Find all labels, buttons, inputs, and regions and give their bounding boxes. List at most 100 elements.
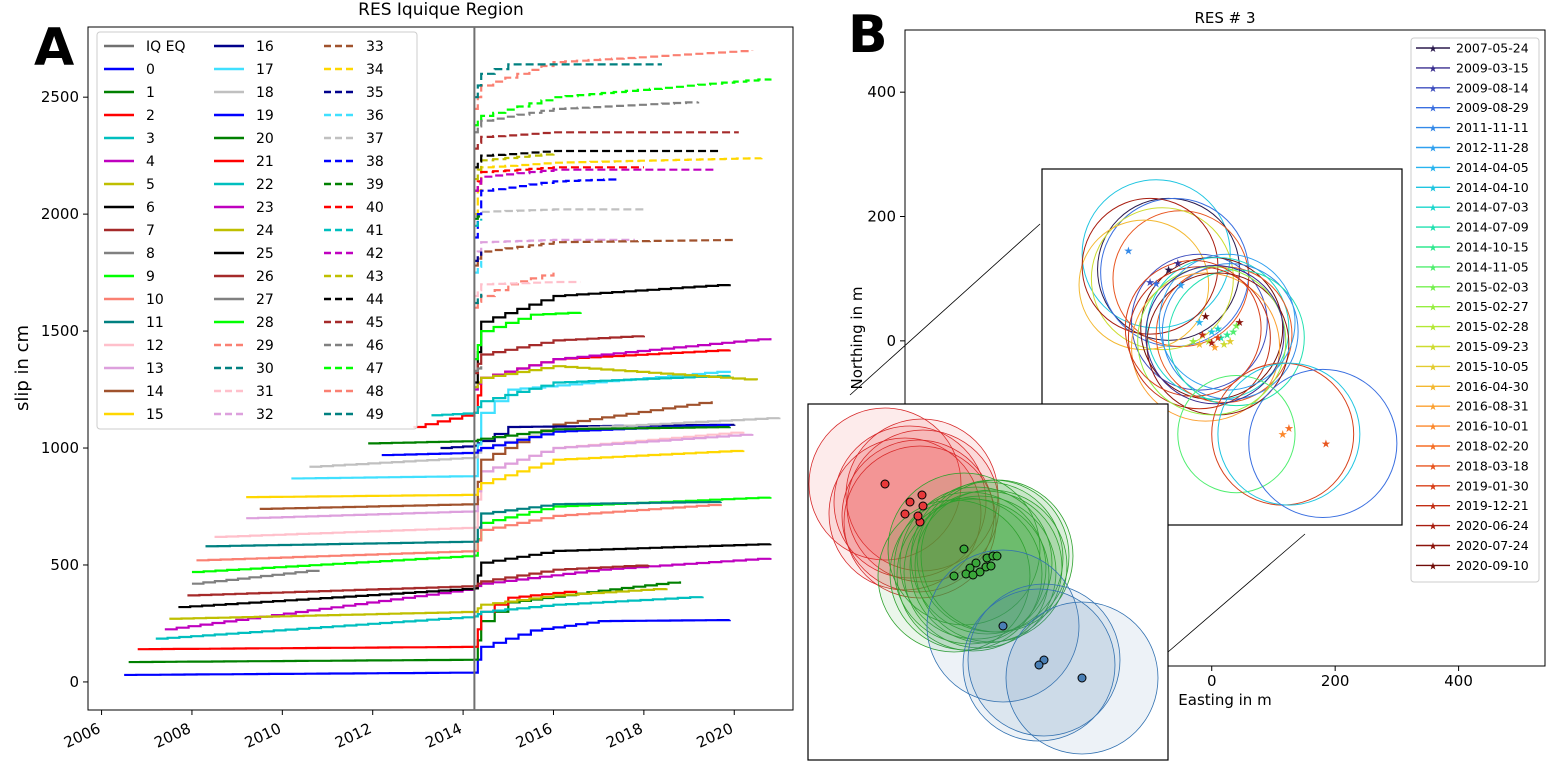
panel-a-legend: IQ EQ01234567891011121314151617181920212… [96,31,418,430]
legend-star: ★ [1429,64,1438,75]
series-27-line [474,366,483,372]
series-14-line [259,401,713,510]
source-circle [1168,269,1305,407]
x-tick-label: 2012 [332,719,374,751]
legend-label: 40 [366,200,384,216]
legend-star: ★ [1429,44,1438,55]
legend-star: ★ [1429,323,1438,334]
series-32-line [474,238,635,263]
source-circle [1081,197,1219,335]
legend-label: 36 [366,108,384,124]
blue-hypocenter-dot [998,621,1008,631]
series-17-line [291,370,731,480]
legend-label: 34 [366,62,384,78]
series-33-line [474,238,736,267]
legend-label: 27 [256,292,274,308]
legend-label: 2015-02-28 [1456,319,1529,334]
series-8-line [191,569,320,585]
series-13-line [246,433,754,520]
series-0-line [124,619,731,677]
legend-label: 2014-04-10 [1456,180,1529,195]
legend-label: 39 [366,177,384,193]
legend-star: ★ [1429,482,1438,493]
legend-label: 16 [256,39,274,55]
legend-star: ★ [1429,203,1438,214]
y-tick-label: 1500 [41,322,79,340]
series-21-line [413,349,731,429]
source-circle [1137,266,1287,416]
series-45-line [474,131,739,150]
event-star: ★ [1222,329,1232,342]
legend-label: 8 [146,246,155,262]
event-star: ★ [1204,335,1214,348]
series-39-line [474,214,483,220]
series-49-line [474,63,662,99]
blue-hypocenter-dot [1034,660,1044,670]
legend-label: 5 [146,177,155,193]
legend-star: ★ [1429,462,1438,473]
cluster-inset [807,403,1169,761]
legend-label: 2016-04-30 [1456,379,1529,394]
panel-a-legend-entries: IQ EQ01234567891011121314151617181920212… [104,39,384,423]
panel-a-ylabel: slip in cm [12,325,33,411]
legend-label: 11 [146,315,164,331]
legend-label: 25 [256,246,274,262]
event-star: ★ [1151,278,1161,291]
panel-b-title: RES # 3 [1194,9,1255,27]
legend-label: 42 [366,246,384,262]
legend-label: 0 [146,62,155,78]
green-hypocenter-dot [971,558,981,568]
event-star: ★ [1176,279,1186,292]
legend-star: ★ [1429,183,1438,194]
series-46-line [474,101,700,134]
legend-star: ★ [1429,263,1438,274]
green-hypocenter-dot [959,544,969,554]
legend-label: 48 [366,384,384,400]
source-circle [1155,266,1293,404]
panel-b-letter: B [848,5,888,65]
series-30-line [474,293,483,305]
green-hypocenter-dot [986,561,996,571]
series-31-line [474,280,581,298]
legend-label: 31 [256,384,274,400]
y-tick-label: 0 [69,673,79,691]
connector-line-bottom [1167,533,1306,653]
series-34-line [474,157,763,216]
legend-label: 32 [256,407,274,423]
legend-label: 44 [366,292,384,308]
series-36-line [474,260,483,274]
legend-label: 1 [146,85,155,101]
legend-star: ★ [1429,542,1438,553]
legend-label: 2020-06-24 [1456,518,1529,533]
legend-label: 18 [256,85,274,101]
legend-label: 3 [146,131,155,147]
legend-label: 20 [256,131,274,147]
legend-label: 13 [146,361,164,377]
y-tick-label: 200 [867,208,896,226]
event-star: ★ [1173,257,1183,270]
legend-label: 2015-09-23 [1456,339,1529,354]
red-hypocenter-dot [900,509,910,519]
y-tick-label: 1000 [41,439,79,457]
legend-label: 2009-08-14 [1456,80,1529,95]
legend-label: 46 [366,338,384,354]
legend-label: 2019-12-21 [1456,498,1529,513]
legend-label: 2015-02-03 [1456,279,1529,294]
series-48-line [474,50,754,110]
series-22-line [431,374,731,417]
event-star: ★ [1321,437,1331,450]
legend-label: 2 [146,108,155,124]
legend-label: IQ EQ [146,39,185,55]
legend-label: 9 [146,269,155,285]
event-star: ★ [1207,337,1217,350]
event-star: ★ [1123,245,1133,258]
red-hypocenter-dot [905,497,915,507]
legend-star: ★ [1429,283,1438,294]
legend-star: ★ [1429,84,1438,95]
x-tick-label: 200 [1321,672,1350,690]
legend-label: 47 [366,361,384,377]
legend-label: 24 [256,223,274,239]
legend-label: 45 [366,315,384,331]
series-37-line [474,208,644,218]
connector-line-top [849,223,1041,396]
